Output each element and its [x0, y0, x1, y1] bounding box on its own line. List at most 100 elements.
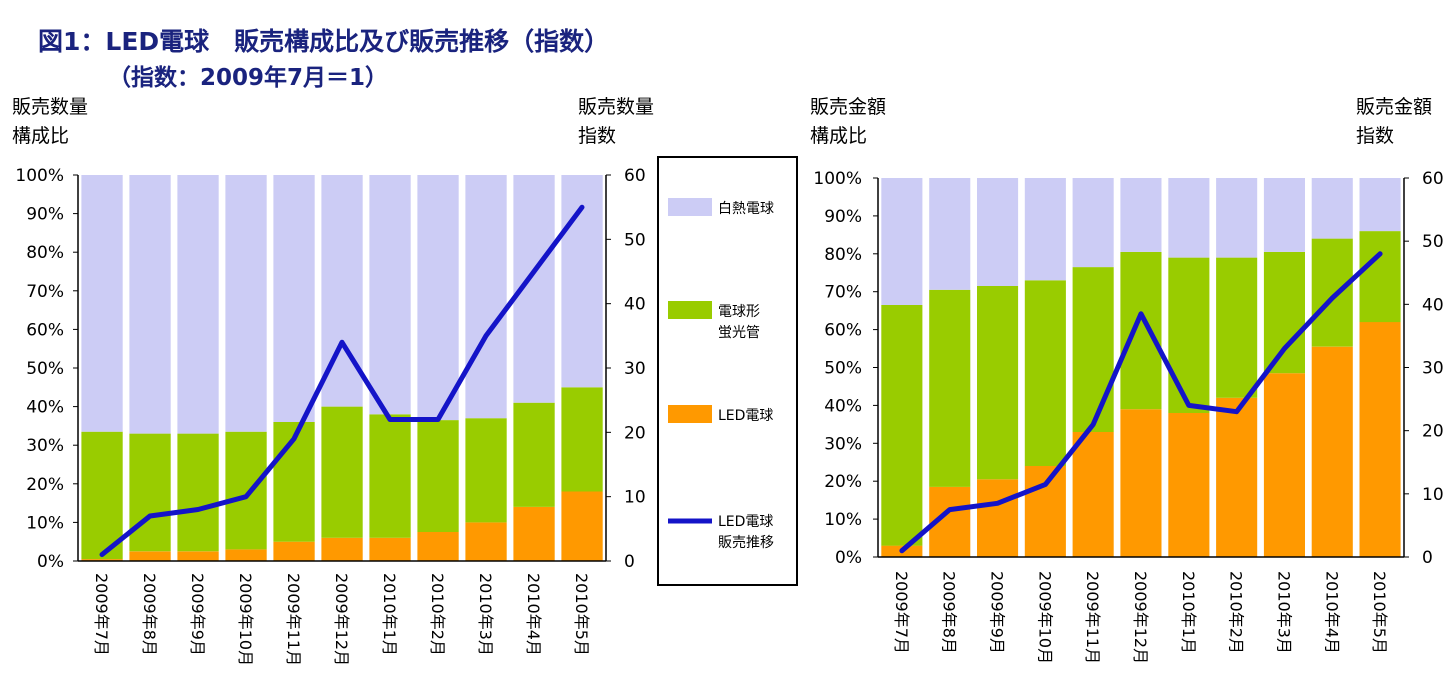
left-bar-fluorescent-3	[225, 431, 267, 550]
right-y-tick-label-3: 30%	[824, 434, 862, 454]
right-chart-y2-label: 販売金額 指数	[1356, 93, 1432, 151]
legend-label-line-1: LED電球	[718, 514, 773, 530]
right-x-tick-label-2: 2009年9月	[988, 571, 1007, 654]
right-bar-led-8	[1263, 373, 1305, 557]
right-bar-led-7	[1216, 397, 1258, 557]
legend-label-fluorescent-2: 蛍光管	[718, 325, 760, 341]
left-bar-led-8	[465, 522, 507, 561]
legend-swatch-fluorescent	[668, 301, 712, 319]
left-x-tick-label-2: 2009年9月	[188, 573, 207, 656]
left-bar-incandescent-4	[273, 175, 315, 422]
left-bar-fluorescent-6	[369, 414, 411, 538]
right-bar-incandescent-1	[929, 178, 971, 290]
left-y2-tick-label-3: 30	[624, 359, 646, 379]
legend: 白熱電球 電球形 蛍光管 LED電球 LED電球 販売推移	[657, 156, 798, 586]
left-x-tick-label-4: 2009年11月	[284, 573, 303, 666]
right-bar-incandescent-2	[977, 178, 1019, 286]
left-bar-led-2	[177, 551, 219, 561]
right-chart-y2-label-line1: 販売金額	[1356, 96, 1433, 118]
left-bar-led-3	[225, 549, 267, 561]
left-y2-tick-label-5: 50	[624, 230, 646, 250]
left-bar-fluorescent-10	[561, 387, 603, 492]
left-x-tick-label-0: 2009年7月	[92, 573, 111, 656]
right-bar-fluorescent-0	[881, 305, 923, 546]
right-x-tick-label-1: 2009年8月	[940, 571, 959, 654]
left-y-tick-label-4: 40%	[26, 398, 64, 418]
left-y2-tick-label-0: 0	[624, 552, 635, 572]
left-bar-fluorescent-2	[177, 433, 219, 552]
right-bar-fluorescent-1	[929, 289, 971, 487]
left-x-tick-label-6: 2010年1月	[380, 573, 399, 656]
chart-title: 図1：LED電球 販売構成比及び販売推移（指数）	[38, 27, 610, 56]
chart-subtitle: （指数：2009年7月＝1）	[108, 65, 389, 91]
legend-swatch-incandescent	[668, 198, 712, 216]
right-bar-fluorescent-3	[1024, 280, 1066, 466]
right-y-tick-label-10: 100%	[813, 169, 862, 189]
left-y-tick-label-9: 90%	[26, 205, 64, 225]
right-chart-y-label: 販売金額 構成比	[810, 93, 886, 151]
legend-label-incandescent: 白熱電球	[718, 201, 774, 217]
left-x-tick-label-10: 2010年5月	[572, 573, 591, 656]
right-bar-fluorescent-5	[1120, 251, 1162, 410]
right-bar-fluorescent-8	[1263, 251, 1305, 374]
right-x-tick-label-6: 2010年1月	[1179, 571, 1198, 654]
right-bar-incandescent-5	[1120, 178, 1162, 252]
left-y-tick-label-8: 80%	[26, 243, 64, 263]
left-bar-fluorescent-5	[321, 406, 363, 538]
right-bar-led-5	[1120, 409, 1162, 557]
left-y-tick-label-1: 10%	[26, 513, 64, 533]
right-x-tick-label-4: 2009年11月	[1083, 571, 1102, 664]
right-y-tick-label-1: 10%	[824, 510, 862, 530]
right-bar-fluorescent-6	[1168, 257, 1210, 413]
right-bar-incandescent-8	[1263, 178, 1305, 252]
left-x-tick-label-8: 2010年3月	[476, 573, 495, 656]
left-y-tick-label-7: 70%	[26, 282, 64, 302]
right-x-tick-label-8: 2010年3月	[1275, 571, 1294, 654]
right-bar-led-6	[1168, 413, 1210, 557]
left-chart-y2-label: 販売数量 指数	[578, 93, 654, 151]
right-bar-fluorescent-9	[1311, 238, 1353, 347]
left-bar-led-7	[417, 532, 459, 561]
left-y-tick-label-5: 50%	[26, 359, 64, 379]
right-bar-fluorescent-7	[1216, 257, 1258, 398]
right-bar-incandescent-0	[881, 178, 923, 305]
right-line-led-sales-index	[899, 251, 1383, 554]
right-y-tick-label-8: 80%	[824, 245, 862, 265]
left-bar-incandescent-2	[177, 175, 219, 434]
left-bar-led-1	[129, 551, 171, 561]
left-x-tick-label-3: 2009年10月	[236, 573, 255, 666]
right-x-tick-label-9: 2010年4月	[1322, 571, 1341, 654]
right-bar-led-9	[1311, 346, 1353, 557]
right-x-tick-label-10: 2010年5月	[1370, 571, 1389, 654]
right-chart-y-label-line1: 販売金額	[810, 96, 887, 118]
right-y2-tick-label-3: 30	[1422, 359, 1444, 379]
left-x-tick-label-5: 2009年12月	[332, 573, 351, 666]
right-bar-incandescent-9	[1311, 178, 1353, 239]
right-bar-incandescent-4	[1072, 178, 1114, 268]
right-y-tick-label-9: 90%	[824, 207, 862, 227]
right-y-tick-label-2: 20%	[824, 472, 862, 492]
right-y-tick-label-0: 0%	[835, 548, 862, 568]
left-bar-led-4	[273, 541, 315, 561]
left-bar-incandescent-1	[129, 175, 171, 434]
left-y-tick-label-10: 100%	[15, 166, 64, 186]
right-y-tick-label-4: 40%	[824, 396, 862, 416]
left-x-tick-label-9: 2010年4月	[524, 573, 543, 656]
left-y2-tick-label-2: 20	[624, 423, 646, 443]
right-x-tick-label-7: 2010年2月	[1227, 571, 1246, 654]
right-bar-incandescent-10	[1359, 178, 1401, 232]
right-y-tick-label-6: 60%	[824, 321, 862, 341]
right-bar-fluorescent-2	[977, 286, 1019, 480]
left-y2-tick-label-4: 40	[624, 295, 646, 315]
right-y-tick-label-5: 50%	[824, 359, 862, 379]
right-x-tick-label-3: 2009年10月	[1035, 571, 1054, 664]
right-chart-amount: 0% 10% 20% 30% 40% 50% 60% 70% 80% 90% 100% 0 10 20 30…	[813, 169, 1443, 664]
left-bar-fluorescent-8	[465, 418, 507, 523]
left-chart-y2-label-line1: 販売数量	[578, 96, 655, 118]
left-chart-y2-label-line2: 指数	[578, 125, 617, 147]
left-chart-y-label-line1: 販売数量	[12, 96, 89, 118]
left-x-tick-label-7: 2010年2月	[428, 573, 447, 656]
legend-label-fluorescent-1: 電球形	[718, 304, 760, 320]
left-x-tick-label-1: 2009年8月	[140, 573, 159, 656]
right-x-tick-label-0: 2009年7月	[892, 571, 911, 654]
